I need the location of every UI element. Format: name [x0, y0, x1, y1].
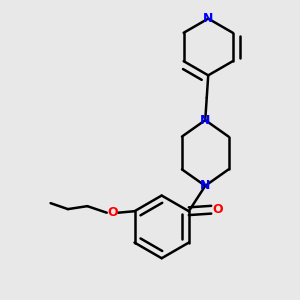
Text: N: N	[203, 12, 213, 25]
Text: O: O	[107, 206, 118, 219]
Text: N: N	[200, 114, 210, 127]
Text: N: N	[200, 179, 210, 192]
Text: O: O	[212, 203, 223, 216]
